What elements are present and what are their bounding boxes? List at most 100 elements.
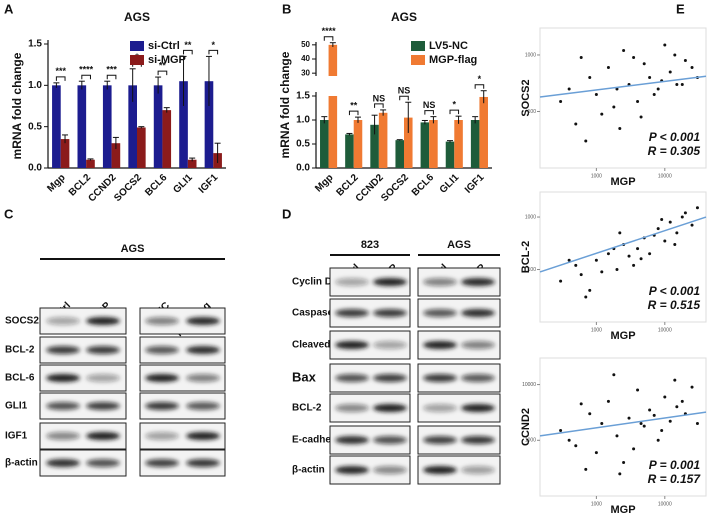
- point: [627, 416, 631, 420]
- point: [668, 70, 672, 74]
- stat-label: P < 0.001: [649, 130, 701, 144]
- blot-band: [86, 346, 120, 354]
- point: [673, 378, 677, 382]
- blot-band: [461, 309, 495, 317]
- blot-band: [145, 432, 179, 440]
- blot-band: [335, 341, 369, 349]
- blot-group-label: AGS: [121, 243, 145, 255]
- bar-upper: [328, 44, 338, 76]
- y-axis-label: BCL-2: [520, 241, 532, 273]
- point: [675, 83, 679, 87]
- point: [683, 211, 687, 215]
- bar: [77, 85, 87, 168]
- blot-band: [46, 459, 80, 467]
- x-tick-label: GLI1: [171, 172, 195, 196]
- bar: [86, 159, 95, 168]
- point: [690, 385, 694, 389]
- point: [675, 405, 679, 409]
- y-tick-label: 100: [528, 109, 537, 115]
- bar: [102, 85, 112, 168]
- blot-row-label: SOCS2: [5, 316, 39, 327]
- point: [642, 424, 646, 428]
- panel-letter: D: [282, 206, 291, 221]
- trend-line: [539, 75, 707, 98]
- blot-group-label: AGS: [447, 239, 471, 251]
- legend-label: LV5-NC: [429, 40, 468, 52]
- blot-row-label: GLI1: [5, 401, 28, 412]
- point: [606, 399, 610, 403]
- point: [627, 254, 631, 258]
- point: [652, 413, 656, 417]
- point: [600, 422, 604, 426]
- point: [639, 257, 643, 261]
- bar: [153, 85, 163, 168]
- point: [567, 438, 571, 442]
- significance-label: ****: [79, 65, 94, 75]
- point: [656, 227, 660, 231]
- significance-label: NS: [373, 93, 386, 103]
- point: [600, 112, 604, 116]
- point: [656, 87, 660, 91]
- blot-band: [335, 374, 369, 382]
- point: [615, 268, 619, 272]
- blot-band: [186, 346, 220, 354]
- blot-band: [86, 402, 120, 410]
- significance-bracket: [449, 109, 460, 115]
- blot-row-label: Cyclin D1: [292, 277, 338, 288]
- point: [673, 242, 677, 246]
- blot-row-label: BCL-2: [5, 345, 35, 356]
- point: [606, 66, 610, 70]
- significance-label: ***: [55, 66, 66, 76]
- point: [612, 105, 616, 109]
- point: [683, 58, 687, 62]
- bar: [128, 85, 137, 168]
- point: [695, 206, 699, 210]
- bar: [454, 120, 463, 168]
- blot-band: [145, 346, 179, 354]
- blot-band: [186, 432, 220, 440]
- panel-letter: E: [676, 1, 685, 16]
- bar: [445, 141, 455, 168]
- point: [675, 231, 679, 235]
- x-tick-label: GLI1: [438, 172, 462, 196]
- significance-bracket: [474, 84, 485, 89]
- blot-row-label: Caspase3: [292, 308, 339, 319]
- bar: [345, 134, 354, 168]
- point: [579, 56, 583, 60]
- chart-title: AGS: [391, 10, 417, 24]
- point: [622, 48, 626, 52]
- point: [648, 75, 652, 79]
- legend-swatch: [411, 41, 425, 51]
- point: [594, 451, 598, 455]
- x-axis-label: MGP: [610, 176, 635, 188]
- blot-band: [335, 404, 369, 412]
- point: [559, 100, 563, 104]
- bar: [353, 120, 363, 168]
- point: [559, 428, 563, 432]
- significance-label: **: [350, 100, 358, 110]
- point: [594, 92, 598, 96]
- y-axis-label: SOCS2: [520, 79, 532, 116]
- y-tick-label: 0.5: [28, 121, 42, 132]
- blot-band: [186, 374, 220, 382]
- bar: [60, 139, 70, 168]
- blot-band: [461, 466, 495, 474]
- blot-band: [373, 309, 407, 317]
- blot-band: [423, 466, 457, 474]
- point: [574, 444, 578, 448]
- bar: [111, 143, 121, 168]
- y-tick-label: 1000: [525, 438, 536, 444]
- bar: [395, 140, 404, 168]
- blot-band: [423, 374, 457, 382]
- y-tick-label: 0.0: [296, 163, 310, 174]
- significance-bracket: [208, 49, 219, 55]
- blot-band: [46, 402, 80, 410]
- significance-bracket: [374, 103, 384, 108]
- point: [567, 258, 571, 262]
- blot-band: [373, 374, 407, 382]
- panel-letter: B: [282, 1, 291, 16]
- y-tick-label: 0.0: [28, 163, 42, 174]
- blot-band: [86, 432, 120, 440]
- blot-band: [145, 459, 179, 467]
- blot-band: [373, 404, 407, 412]
